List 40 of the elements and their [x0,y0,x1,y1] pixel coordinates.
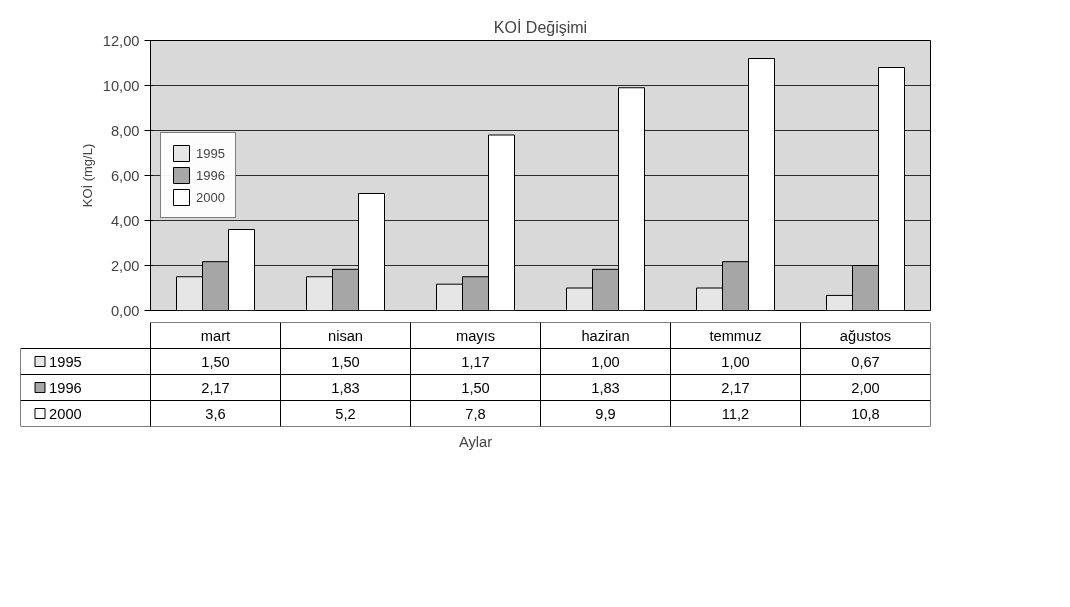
data-label: 1,83 [591,379,620,396]
data-label: 1,17 [461,353,490,370]
data-label: 1,50 [331,353,360,370]
y-tick-label: 6,00 [110,167,140,184]
y-tick-label: 4,00 [110,212,140,229]
x-tick-label: mart [200,327,231,344]
data-label: 1,00 [591,353,620,370]
data-label: 5,2 [335,405,356,422]
data-label: 1,00 [721,353,750,370]
data-label: 1,83 [331,379,360,396]
data-label: 9,9 [595,405,616,422]
y-axis-title: KOİ (mg/L) [79,143,95,208]
data-label: 7,8 [465,405,486,422]
data-label: 1,50 [201,353,230,370]
x-tick-label: temmuz [709,327,762,344]
data-label: 2,17 [201,379,230,396]
data-label: 10,8 [851,405,880,422]
x-tick-label: haziran [581,327,630,344]
data-label: 1,50 [461,379,490,396]
y-tick-label: 12,00 [102,32,140,49]
data-label: 3,6 [205,405,226,422]
legend-label: 1995 [49,353,82,370]
data-label: 11,2 [721,405,750,422]
data-label: 0,67 [851,353,880,370]
y-tick-label: 0,00 [110,302,140,319]
text: 1996 [49,379,82,396]
y-tick-label: 8,00 [110,122,140,139]
text: 2000 [49,405,82,422]
x-tick-label: mayıs [455,327,496,344]
legend-label: 1996 [196,167,225,183]
text: 1995 [196,145,225,161]
legend-label: 2000 [196,189,225,205]
y-tick-label: 2,00 [110,257,140,274]
x-tick-label: ağustos [839,327,892,344]
text: Aylar [458,433,493,450]
data-label: 2,00 [851,379,880,396]
data-label: 2,17 [721,379,750,396]
x-tick-label: nisan [327,327,364,344]
chart-title: KOİ Değişimi [493,17,588,36]
y-tick-label: 10,00 [102,77,140,94]
